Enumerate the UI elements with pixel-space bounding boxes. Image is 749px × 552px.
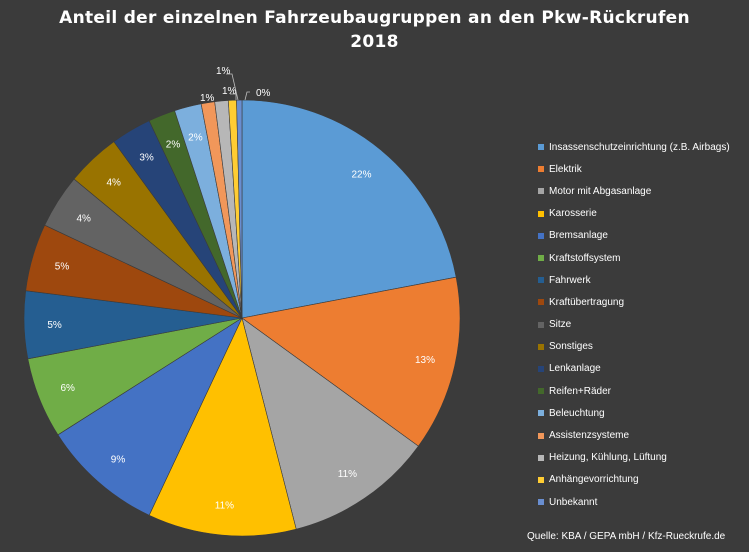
slice-label-elektrik: 13% — [415, 355, 435, 366]
legend-swatch — [538, 454, 544, 461]
legend-swatch — [538, 499, 544, 506]
pie-slice-insassenschutzeinrichtung-z-b-airbags — [241, 99, 457, 319]
legend-label: Fahrwerk — [549, 274, 591, 286]
legend-swatch — [538, 188, 544, 195]
pie-slice-karosserie — [148, 317, 297, 537]
legend-item-elektrik: Elektrik — [538, 158, 730, 180]
slice-label-reifen-r-der: 2% — [166, 140, 181, 151]
legend-item-bremsanlage: Bremsanlage — [538, 225, 730, 247]
slice-label-kraft-bertragung: 5% — [55, 262, 70, 273]
pie-slice-motor-mit-abgasanlage — [241, 317, 419, 530]
legend-item-sitze: Sitze — [538, 314, 730, 336]
legend-item-insassenschutzeinrichtung-z-b-airbags: Insassenschutzeinrichtung (z.B. Airbags) — [538, 136, 730, 158]
legend-label: Lenkanlage — [549, 363, 601, 375]
slice-label-kraftstoffsystem: 6% — [60, 383, 75, 394]
slice-label-sonstiges: 4% — [106, 177, 121, 188]
legend-label: Heizung, Kühlung, Lüftung — [549, 452, 667, 464]
legend-item-heizung-k-hlung-l-ftung: Heizung, Kühlung, Lüftung — [538, 447, 730, 469]
slice-label-assistenzsysteme: 1% — [200, 93, 215, 104]
legend-swatch — [538, 166, 544, 173]
legend-item-fahrwerk: Fahrwerk — [538, 269, 730, 291]
legend-label: Sitze — [549, 319, 572, 331]
legend-label: Motor mit Abgasanlage — [549, 185, 652, 197]
legend-item-kraft-bertragung: Kraftübertragung — [538, 291, 730, 313]
slice-label-bremsanlage: 9% — [111, 455, 126, 466]
legend-label: Kraftstoffsystem — [549, 252, 621, 264]
legend-swatch — [538, 255, 544, 262]
legend-label: Kraftübertragung — [549, 296, 625, 308]
slice-label-lenkanlage: 3% — [139, 153, 154, 164]
legend-item-assistenzsysteme: Assistenzsysteme — [538, 424, 730, 446]
legend-label: Elektrik — [549, 163, 582, 175]
slice-label-heizung-k-hlung-l-ftung: 1% — [222, 86, 237, 97]
legend-item-kraftstoffsystem: Kraftstoffsystem — [538, 247, 730, 269]
legend-swatch — [538, 410, 544, 417]
legend-swatch — [538, 321, 544, 328]
slice-label-motor-mit-abgasanlage: 11% — [338, 469, 357, 480]
legend-label: Bremsanlage — [549, 230, 608, 242]
leader-line-unbekannt — [244, 91, 250, 101]
legend-swatch — [538, 144, 544, 151]
legend-item-lenkanlage: Lenkanlage — [538, 358, 730, 380]
leader-line-anh-ngevorrichtung — [226, 73, 239, 101]
legend-item-sonstiges: Sonstiges — [538, 336, 730, 358]
legend-swatch — [538, 299, 544, 306]
legend-label: Anhängevorrichtung — [549, 474, 639, 486]
legend-label: Sonstiges — [549, 341, 593, 353]
slice-label-sitze: 4% — [76, 214, 91, 225]
legend-label: Karosserie — [549, 208, 597, 220]
legend-swatch — [538, 210, 544, 217]
legend-swatch — [538, 232, 544, 239]
legend-swatch — [538, 277, 544, 284]
slice-label-karosserie: 11% — [215, 501, 234, 512]
legend-label: Beleuchtung — [549, 407, 605, 419]
pie-slice-bremsanlage — [57, 317, 243, 516]
slice-label-beleuchtung: 2% — [188, 132, 203, 143]
legend-item-unbekannt: Unbekannt — [538, 491, 730, 513]
slice-label-fahrwerk: 5% — [47, 320, 62, 331]
chart-title: Anteil der einzelnen Fahrzeubaugruppen a… — [59, 8, 690, 28]
slice-label-unbekannt: 0% — [256, 88, 271, 99]
legend-item-motor-mit-abgasanlage: Motor mit Abgasanlage — [538, 180, 730, 202]
legend-swatch — [538, 388, 544, 395]
pie-slice-elektrik — [241, 276, 461, 447]
source-note: Quelle: KBA / GEPA mbH / Kfz-Rueckrufe.d… — [527, 531, 726, 542]
legend-label: Unbekannt — [549, 496, 598, 508]
chart-title-year: 2018 — [350, 32, 399, 52]
slice-label-anh-ngevorrichtung: 1% — [216, 66, 231, 77]
legend-swatch — [538, 343, 544, 350]
legend-swatch — [538, 432, 544, 439]
legend-label: Insassenschutzeinrichtung (z.B. Airbags) — [549, 141, 730, 153]
slice-label-insassenschutzeinrichtung-z-b-airbags: 22% — [351, 170, 371, 181]
legend-label: Assistenzsysteme — [549, 430, 630, 442]
legend-item-karosserie: Karosserie — [538, 203, 730, 225]
legend-swatch — [538, 365, 544, 372]
legend-label: Reifen+Räder — [549, 385, 611, 397]
legend-item-anh-ngevorrichtung: Anhängevorrichtung — [538, 469, 730, 491]
legend-item-reifen-r-der: Reifen+Räder — [538, 380, 730, 402]
leader-line-heizung-k-hlung-l-ftung — [230, 93, 237, 100]
pie-slice-unbekannt — [236, 99, 243, 319]
legend-swatch — [538, 476, 544, 483]
legend-item-beleuchtung: Beleuchtung — [538, 402, 730, 424]
chart-legend: Insassenschutzeinrichtung (z.B. Airbags)… — [538, 136, 730, 513]
